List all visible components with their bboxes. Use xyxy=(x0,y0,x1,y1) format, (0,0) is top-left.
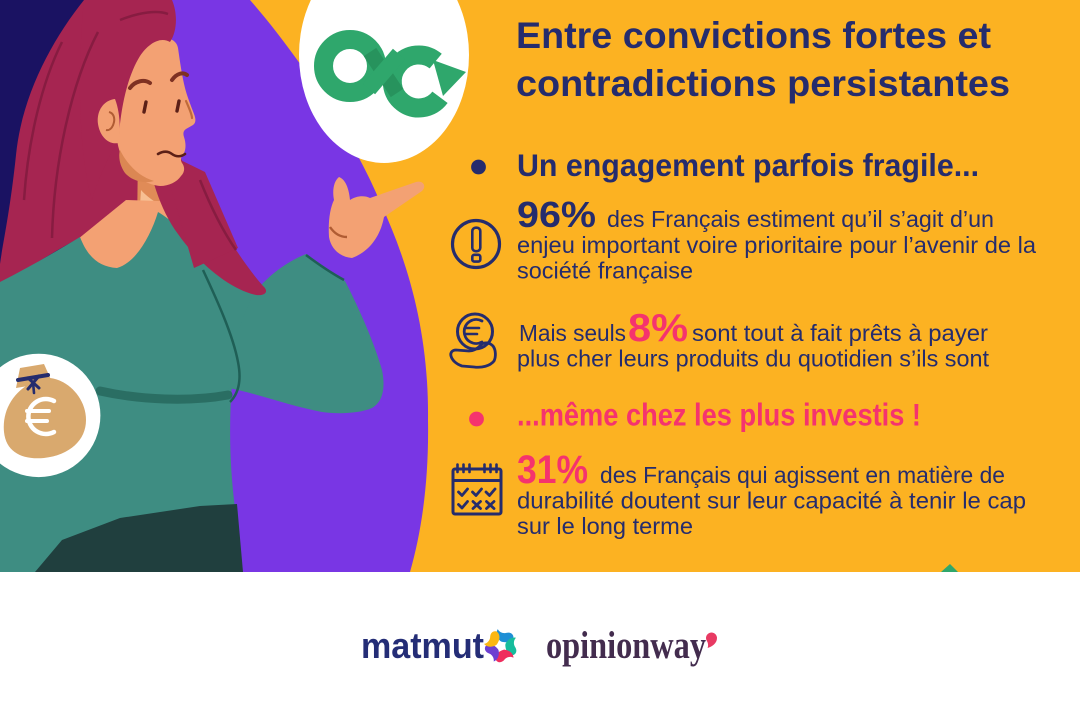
svg-text:sur le long terme: sur le long terme xyxy=(517,513,693,539)
svg-text:8%: 8% xyxy=(628,307,688,350)
svg-text:Entre convictions fortes et: Entre convictions fortes et xyxy=(516,14,991,56)
svg-text:société française: société française xyxy=(517,258,693,284)
svg-text:des Français estiment qu’il s’: des Français estiment qu’il s’agit d’un xyxy=(607,206,994,232)
svg-text:Mais seuls: Mais seuls xyxy=(519,320,626,346)
svg-text:sont tout à fait prêts à payer: sont tout à fait prêts à payer xyxy=(692,320,988,346)
svg-text:Un engagement parfois fragile.: Un engagement parfois fragile... xyxy=(517,147,979,183)
svg-text:plus cher leurs produits du qu: plus cher leurs produits du quotidien s’… xyxy=(517,346,989,372)
svg-text:31%: 31% xyxy=(517,448,588,492)
svg-text:...même chez les plus investis: ...même chez les plus investis ! xyxy=(517,397,921,433)
svg-text:contradictions persistantes: contradictions persistantes xyxy=(516,62,1010,104)
svg-text:matmut: matmut xyxy=(361,625,484,666)
svg-text:enjeu important voire priorita: enjeu important voire prioritaire pour l… xyxy=(517,232,1037,258)
svg-text:durabilité doutent sur leur ca: durabilité doutent sur leur capacité à t… xyxy=(517,488,1026,514)
svg-text:opinionway: opinionway xyxy=(546,624,706,667)
svg-text:des Français qui agissent en m: des Français qui agissent en matière de xyxy=(600,462,1005,488)
svg-text:96%: 96% xyxy=(517,194,596,235)
